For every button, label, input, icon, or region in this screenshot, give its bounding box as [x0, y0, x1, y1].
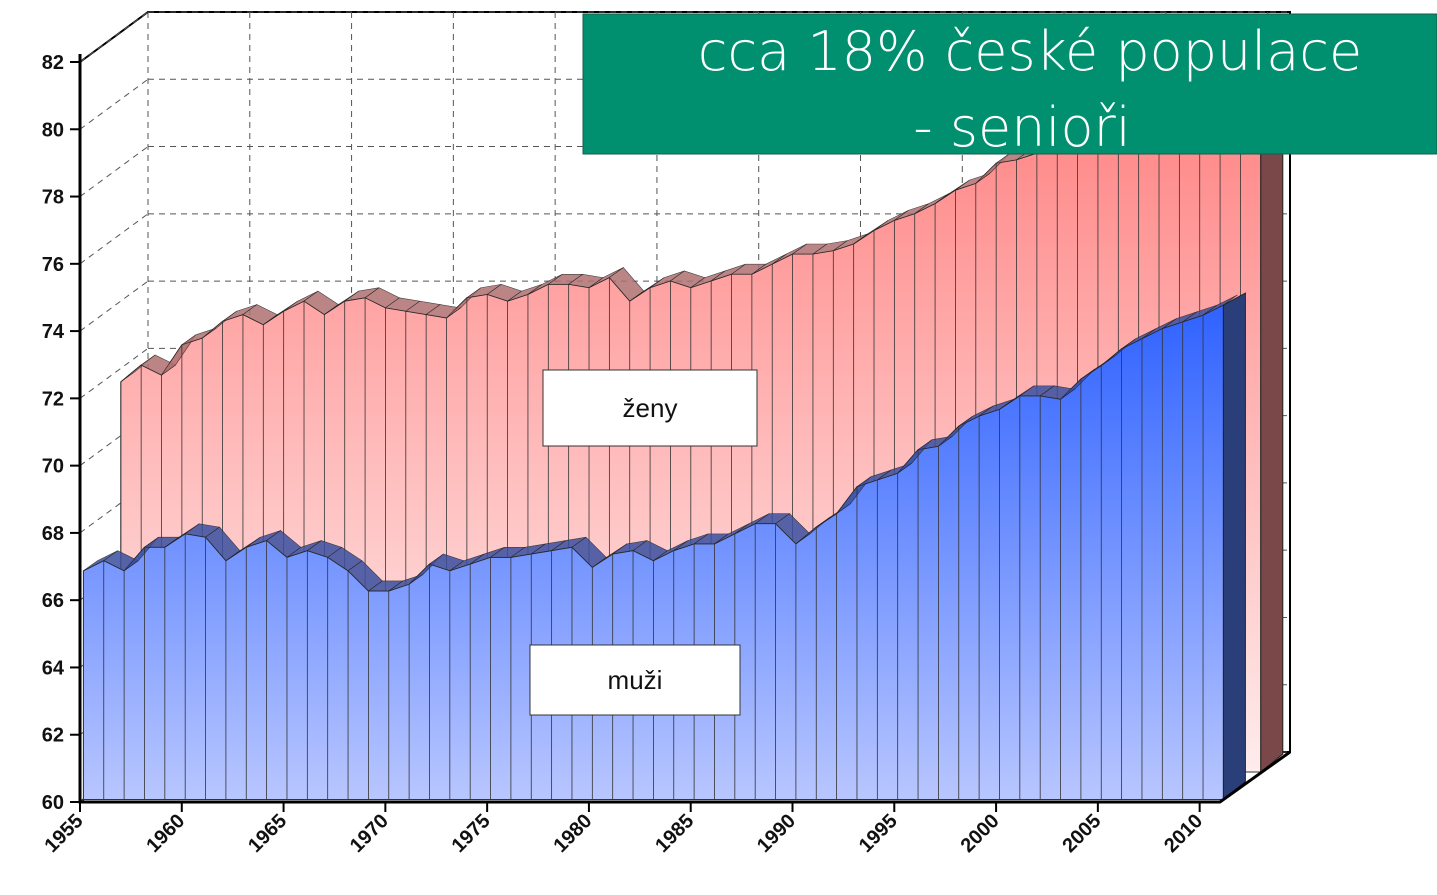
x-tick-label: 1985 — [651, 810, 698, 857]
end-cap — [1260, 49, 1284, 774]
banner-text: - senioři — [913, 96, 1130, 159]
y-tick-label: 60 — [42, 792, 64, 814]
x-tick-label: 2010 — [1160, 810, 1207, 857]
grid-line — [79, 347, 149, 399]
ridge — [1202, 294, 1238, 316]
banner-text: cca 18% české populace — [698, 20, 1362, 83]
y-tick-label: 72 — [42, 388, 64, 410]
legend-box — [529, 644, 741, 716]
grid-line — [79, 213, 149, 265]
grid-line — [79, 146, 149, 197]
x-tick-label: 1960 — [142, 810, 189, 857]
y-tick-label: 76 — [42, 254, 64, 276]
grid-line — [79, 11, 149, 63]
grid-line — [79, 78, 149, 130]
x-tick-label: 1965 — [244, 810, 291, 857]
x-tick-label: 1970 — [346, 810, 393, 857]
axis-line — [78, 54, 1291, 804]
x-tick-label: 2000 — [957, 810, 1004, 857]
y-tick-label: 70 — [42, 456, 64, 478]
y-tick-label: 80 — [42, 119, 64, 141]
x-tick-label: 1995 — [855, 810, 902, 857]
x-tick-label: 1955 — [41, 810, 88, 857]
x-tick-label: 2005 — [1058, 810, 1105, 857]
x-tick-label: 1975 — [448, 810, 495, 857]
x-tick-label: 1990 — [753, 810, 800, 857]
banner — [582, 13, 1437, 155]
y-tick-label: 62 — [42, 725, 64, 747]
end-cap — [1222, 292, 1246, 801]
y-tick-label: 78 — [42, 187, 64, 209]
series-label: ženy — [623, 393, 678, 423]
grid-line — [79, 280, 149, 332]
x-tick-label: 1980 — [549, 810, 596, 857]
y-tick-label: 66 — [42, 590, 64, 612]
y-tick-label: 68 — [42, 523, 64, 545]
legend-box — [542, 369, 758, 447]
y-tick-label: 64 — [42, 657, 65, 679]
y-tick-label: 82 — [42, 52, 64, 74]
y-tick-label: 74 — [42, 321, 65, 343]
series-label: muži — [608, 665, 663, 695]
